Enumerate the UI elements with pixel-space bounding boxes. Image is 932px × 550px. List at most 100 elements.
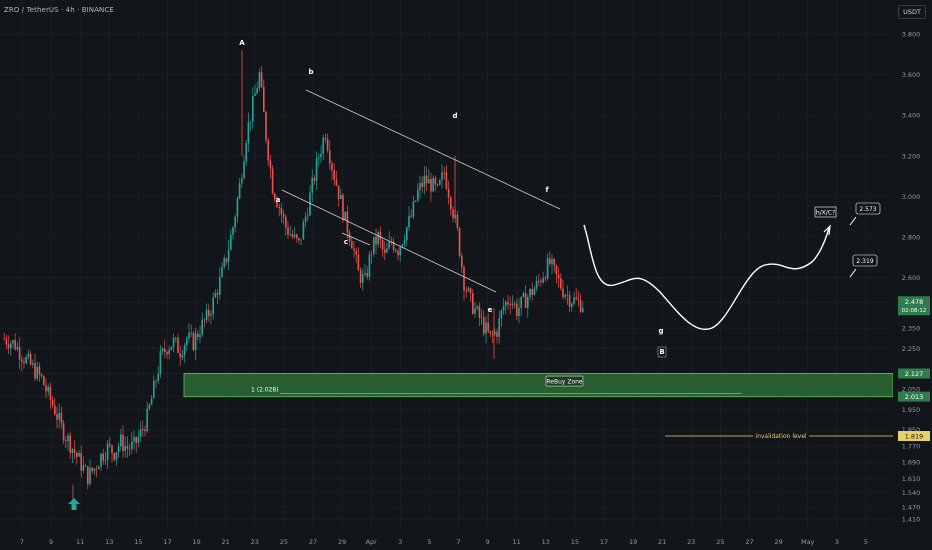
- price-tag: [898, 368, 930, 379]
- candle-body: [243, 161, 245, 179]
- candle-body: [313, 177, 316, 182]
- candle-body: [483, 317, 485, 334]
- channel-lower-line: [281, 189, 497, 293]
- candle-body: [465, 290, 467, 292]
- candle-body: [186, 338, 188, 346]
- candle-body: [139, 429, 142, 437]
- candle-body: [91, 467, 93, 472]
- candle-body: [573, 297, 575, 304]
- projection-curve: [583, 224, 830, 331]
- price-tag: [898, 391, 930, 402]
- candle-body: [401, 244, 404, 247]
- candle-body: [520, 296, 522, 308]
- candle-body: [419, 182, 421, 190]
- candle-body: [500, 310, 503, 319]
- candle-body: [487, 322, 489, 332]
- candle-body: [348, 232, 351, 242]
- candle-body: [366, 273, 368, 277]
- candle-body: [10, 343, 12, 349]
- candle-body: [423, 175, 426, 187]
- candle-body: [381, 239, 384, 250]
- currency-button[interactable]: USDT: [898, 5, 926, 19]
- candle-body: [445, 172, 448, 189]
- candle-body: [298, 238, 300, 241]
- candle-body: [49, 386, 52, 401]
- candle-body: [146, 408, 148, 432]
- candle-body: [485, 322, 487, 334]
- price-tick-label: 2.800: [902, 233, 921, 241]
- price-tick-label: 3.800: [902, 31, 921, 39]
- candle-body: [496, 331, 498, 337]
- candle-body: [335, 179, 338, 186]
- candle-body: [252, 95, 254, 122]
- candle-body: [346, 211, 349, 233]
- candle-body: [395, 250, 397, 252]
- candle-body: [175, 337, 177, 339]
- candle-body: [469, 288, 472, 294]
- candle-body: [575, 297, 577, 300]
- current-price-countdown: 02:08:12: [902, 308, 927, 314]
- price-tick-label: 1.850: [902, 426, 921, 434]
- candle-body: [109, 443, 111, 446]
- candle-body: [278, 206, 280, 209]
- candle-body: [87, 466, 89, 485]
- candle-body: [474, 308, 476, 314]
- candle-body: [362, 274, 364, 283]
- target-label: 2.319: [856, 258, 873, 265]
- price-axis[interactable]: 3.800 3.600 3.400 3.200 3.000 2.800 2.600 2.350…: [893, 0, 932, 550]
- candle-body: [311, 177, 313, 193]
- candle-body: [300, 239, 302, 241]
- target-line-2: [849, 268, 857, 278]
- candle-body: [397, 251, 399, 256]
- price-tick-label: 1.770: [902, 442, 921, 450]
- candle-body: [353, 248, 355, 251]
- candle-body: [425, 175, 428, 184]
- price-tag-value: 2.127: [905, 370, 924, 378]
- candle-body: [25, 356, 27, 364]
- candle-body: [247, 122, 250, 143]
- price-tick-label: 2.350: [902, 325, 921, 333]
- candle-body: [542, 277, 544, 283]
- price-tick-label: 3.400: [902, 112, 921, 120]
- candle-body: [181, 355, 184, 358]
- candle-body: [245, 142, 247, 162]
- candle-body: [238, 183, 241, 199]
- wave-label: d: [452, 112, 457, 120]
- candle-body: [331, 163, 333, 171]
- candle-body: [577, 299, 580, 301]
- candle-body: [106, 443, 109, 460]
- candle-body: [40, 374, 43, 377]
- candle-body: [95, 468, 98, 470]
- candle-body: [190, 332, 192, 334]
- candle-body: [168, 349, 170, 355]
- candle-body: [285, 216, 287, 228]
- time-axis[interactable]: 7 9 11 13 15 17 19 21 23 25 27 29 Apr 3 5 7 9 11 13 15 17 19 2…: [20, 538, 868, 546]
- candle-body: [450, 197, 452, 210]
- candle-body: [458, 228, 461, 256]
- candle-body: [56, 414, 58, 420]
- candle-body: [157, 373, 159, 382]
- time-tick-label: 15: [571, 538, 579, 546]
- price-tick-label: 1.950: [902, 406, 921, 414]
- candle-body: [212, 297, 214, 315]
- candle-body: [260, 72, 263, 87]
- candle-body: [159, 351, 162, 374]
- candle-body: [100, 453, 102, 467]
- candle-body: [124, 445, 126, 451]
- candle-body: [412, 201, 415, 217]
- projection-tag: h/X/C?: [816, 210, 835, 217]
- price-tick-label: 1.540: [902, 489, 921, 497]
- candle-body: [98, 466, 100, 470]
- candle-body: [102, 453, 104, 461]
- candle-body: [133, 436, 135, 442]
- candle-body: [29, 353, 32, 365]
- candle-body: [241, 178, 243, 184]
- candle-body: [505, 302, 507, 306]
- candle-body: [234, 216, 236, 228]
- candle-body: [461, 255, 463, 268]
- chart-grid: [0, 0, 893, 530]
- candle-body: [491, 333, 494, 335]
- candle-body: [351, 241, 353, 249]
- candle-body: [375, 236, 377, 245]
